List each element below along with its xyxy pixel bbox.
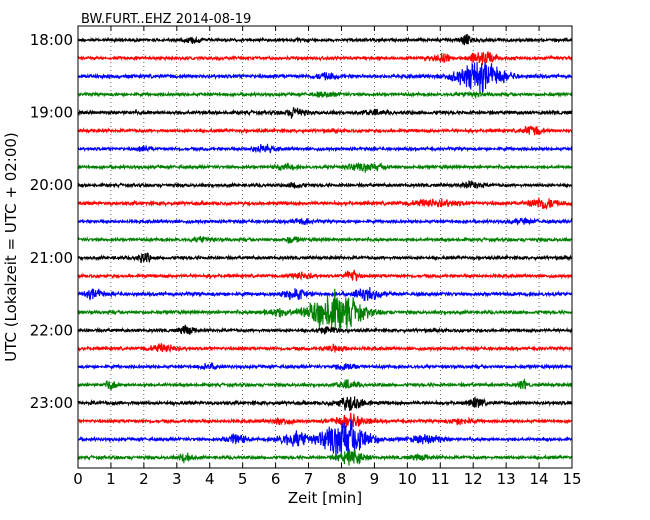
x-tick-label: 11 bbox=[431, 470, 450, 488]
seismic-trace-row-6 bbox=[78, 125, 572, 136]
seismic-trace-row-19 bbox=[78, 362, 572, 372]
x-tick-label: 6 bbox=[271, 470, 281, 488]
seismic-trace-row-14 bbox=[78, 269, 572, 282]
seismic-trace-row-13 bbox=[78, 252, 572, 264]
seismic-trace-row-5 bbox=[78, 107, 572, 119]
x-tick-label: 12 bbox=[464, 470, 483, 488]
y-axis-ticks: 18:00 19:00 20:00 21:00 22:00 23:00 bbox=[30, 31, 572, 412]
plot-frame bbox=[77, 25, 573, 469]
y-tick-label: 22:00 bbox=[30, 321, 73, 339]
x-tick-label: 2 bbox=[139, 470, 149, 488]
grid-lines bbox=[78, 26, 572, 468]
seismic-trace-row-18 bbox=[78, 343, 572, 354]
seismic-trace-row-9 bbox=[78, 179, 572, 190]
x-tick-label: 13 bbox=[497, 470, 516, 488]
seismic-trace-row-8 bbox=[78, 162, 572, 173]
seismic-traces bbox=[78, 33, 572, 466]
y-tick-label: 21:00 bbox=[30, 249, 73, 267]
seismic-trace-row-17 bbox=[78, 324, 572, 335]
seismic-trace-row-3 bbox=[78, 61, 572, 93]
seismic-trace-row-7 bbox=[78, 143, 572, 154]
seismic-trace-row-22 bbox=[78, 412, 572, 428]
seismic-trace-row-2 bbox=[78, 51, 572, 66]
seismic-trace-row-12 bbox=[78, 235, 572, 245]
x-tick-label: 14 bbox=[530, 470, 549, 488]
x-axis-label: Zeit [min] bbox=[288, 489, 362, 507]
seismic-trace-row-4 bbox=[78, 90, 572, 100]
seismic-trace-row-11 bbox=[78, 217, 572, 226]
seismic-trace-row-15 bbox=[78, 287, 572, 302]
x-tick-label: 0 bbox=[73, 470, 83, 488]
y-axis-label: UTC (Lokalzeit = UTC + 02:00) bbox=[2, 132, 20, 362]
x-tick-label: 15 bbox=[562, 470, 581, 488]
x-tick-label: 5 bbox=[238, 470, 248, 488]
seismic-trace-row-16 bbox=[78, 288, 572, 330]
seismic-trace-row-1 bbox=[78, 33, 572, 46]
x-tick-label: 4 bbox=[205, 470, 215, 488]
x-tick-label: 9 bbox=[370, 470, 380, 488]
seismic-trace-row-21 bbox=[78, 396, 572, 412]
y-tick-label: 18:00 bbox=[30, 31, 73, 49]
plot-area bbox=[78, 26, 572, 468]
x-tick-label: 3 bbox=[172, 470, 182, 488]
x-tick-label: 10 bbox=[398, 470, 417, 488]
chart-title: BW.FURT..EHZ 2014-08-19 bbox=[81, 12, 251, 27]
x-tick-label: 7 bbox=[304, 470, 314, 488]
x-tick-label: 1 bbox=[106, 470, 116, 488]
y-tick-label: 23:00 bbox=[30, 394, 73, 412]
y-tick-label: 19:00 bbox=[30, 104, 73, 122]
y-tick-label: 20:00 bbox=[30, 176, 73, 194]
seismic-trace-row-10 bbox=[78, 197, 572, 211]
seismic-trace-row-23 bbox=[78, 419, 572, 461]
seismic-trace-row-20 bbox=[78, 377, 572, 391]
x-tick-label: 8 bbox=[337, 470, 347, 488]
x-axis-ticks: 0 1 2 3 4 5 6 7 8 9 10 11 12 13 14 15 bbox=[73, 26, 582, 488]
seismic-trace-row-24 bbox=[78, 448, 572, 466]
